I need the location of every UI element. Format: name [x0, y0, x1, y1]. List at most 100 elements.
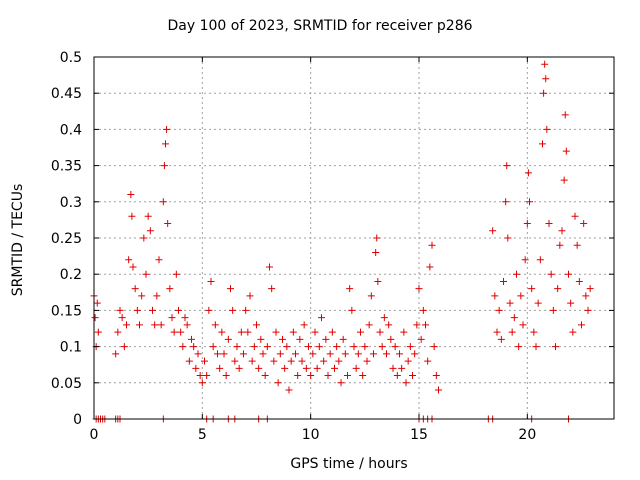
- data-point: [495, 306, 503, 314]
- data-point: [91, 314, 99, 322]
- data-point: [201, 357, 208, 365]
- data-point: [118, 314, 126, 322]
- data-point: [331, 364, 338, 372]
- data-point: [279, 335, 286, 343]
- data-point: [348, 306, 356, 314]
- data-point: [242, 306, 250, 314]
- data-point: [192, 364, 200, 372]
- data-point: [328, 328, 336, 336]
- data-point: [575, 277, 583, 285]
- data-point: [526, 198, 533, 206]
- axis-ticks: 0 5 10 15 20 0 0.05 0.1 0.15 0.2 0.25 0.3 0.35 0.4 0.4…: [51, 50, 614, 443]
- y-tick-label: 0.1: [60, 340, 82, 356]
- data-point: [205, 306, 213, 314]
- data-point: [524, 169, 532, 177]
- data-point: [160, 162, 168, 170]
- data-point: [131, 285, 139, 293]
- data-point: [94, 328, 102, 336]
- data-point: [491, 292, 499, 300]
- data-point: [313, 364, 321, 372]
- data-point: [391, 343, 399, 351]
- data-point: [196, 372, 204, 380]
- y-tick-label: 0.45: [51, 86, 82, 102]
- data-point: [383, 350, 390, 358]
- data-point: [294, 372, 302, 380]
- data-point: [198, 379, 206, 387]
- data-point: [565, 270, 572, 278]
- data-point: [552, 343, 559, 351]
- data-point: [207, 277, 215, 285]
- data-point: [580, 220, 588, 228]
- data-point: [389, 364, 397, 372]
- data-point: [214, 350, 221, 358]
- x-tick-label: 5: [198, 427, 207, 443]
- data-point: [361, 343, 369, 351]
- data-point: [506, 299, 514, 307]
- data-point: [530, 328, 538, 336]
- data-point: [556, 241, 564, 249]
- data-point: [324, 372, 332, 380]
- data-point: [503, 162, 511, 170]
- data-point: [417, 335, 425, 343]
- data-point: [128, 212, 136, 220]
- data-point: [584, 306, 592, 314]
- data-point: [144, 212, 152, 220]
- data-point: [270, 357, 278, 365]
- y-tick-label: 0.05: [51, 376, 82, 392]
- data-point: [93, 299, 101, 307]
- data-point: [376, 328, 384, 336]
- data-point: [302, 364, 310, 372]
- data-point: [263, 343, 271, 351]
- data-point: [373, 234, 381, 242]
- data-point: [175, 306, 182, 314]
- data-point: [259, 350, 267, 358]
- y-tick-label: 0: [73, 412, 82, 428]
- data-point: [155, 256, 163, 264]
- data-point: [562, 147, 570, 155]
- data-point: [116, 306, 124, 314]
- data-point: [536, 256, 544, 264]
- data-point: [261, 372, 269, 380]
- data-point: [153, 292, 161, 300]
- data-point: [268, 285, 276, 293]
- chart-title: Day 100 of 2023, SRMTID for receiver p28…: [167, 18, 473, 34]
- data-point: [341, 350, 349, 358]
- data-point: [396, 350, 403, 358]
- y-tick-label: 0.5: [60, 50, 82, 66]
- data-point: [573, 241, 581, 249]
- data-point: [237, 328, 245, 336]
- data-point: [532, 343, 540, 351]
- data-point: [549, 306, 557, 314]
- y-tick-label: 0.2: [60, 267, 82, 283]
- data-point: [307, 372, 315, 380]
- data-point: [411, 350, 419, 358]
- x-tick-label: 15: [410, 427, 428, 443]
- data-point: [190, 343, 198, 351]
- data-point: [218, 328, 226, 336]
- data-point: [227, 285, 234, 293]
- data-point: [209, 343, 217, 351]
- data-point: [163, 125, 171, 133]
- data-point: [335, 357, 343, 365]
- data-point: [400, 328, 408, 336]
- data-point: [266, 263, 273, 271]
- data-point: [114, 328, 122, 336]
- data-point: [523, 220, 531, 228]
- data-point: [430, 343, 438, 351]
- data-point: [194, 350, 202, 358]
- data-point: [569, 328, 577, 336]
- x-tick-label: 20: [518, 427, 536, 443]
- x-tick-label: 10: [302, 427, 320, 443]
- data-point: [181, 314, 189, 322]
- data-point: [502, 198, 510, 206]
- data-point: [337, 379, 345, 387]
- data-point: [289, 328, 297, 336]
- x-tick-label: 0: [90, 427, 99, 443]
- y-tick-label: 0.3: [60, 195, 82, 211]
- data-point: [432, 372, 440, 380]
- data-point: [409, 372, 416, 380]
- data-point: [246, 292, 254, 300]
- data-point: [558, 227, 566, 235]
- data-point: [274, 379, 282, 387]
- grid: [94, 57, 614, 419]
